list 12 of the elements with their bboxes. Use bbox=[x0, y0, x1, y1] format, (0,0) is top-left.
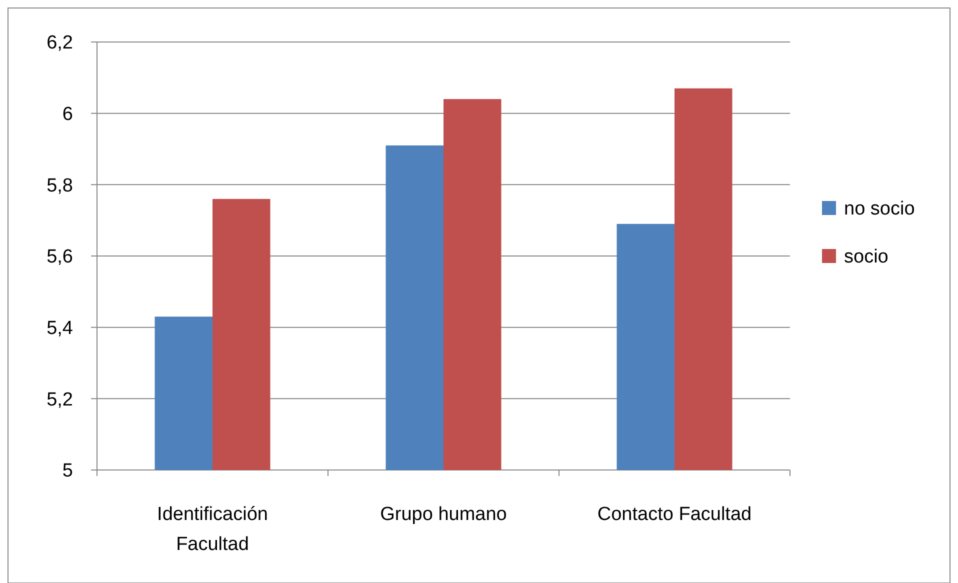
y-tick-label: 6 bbox=[62, 104, 73, 125]
x-tick-label: Identificación Facultad bbox=[157, 504, 268, 555]
y-tick-label: 5 bbox=[62, 460, 73, 482]
x-tick-label: Grupo humano bbox=[380, 504, 507, 525]
legend-label: socio bbox=[844, 246, 888, 268]
y-tick-label: 5,6 bbox=[46, 246, 73, 268]
y-tick-label: 5,2 bbox=[46, 389, 73, 410]
legend-label: no socio bbox=[844, 198, 915, 220]
y-tick-label: 5,8 bbox=[46, 175, 73, 196]
y-tick-label: 6,2 bbox=[46, 32, 73, 54]
x-tick-label: Contacto Facultad bbox=[597, 504, 752, 525]
y-tick-label: 5,4 bbox=[46, 318, 74, 339]
